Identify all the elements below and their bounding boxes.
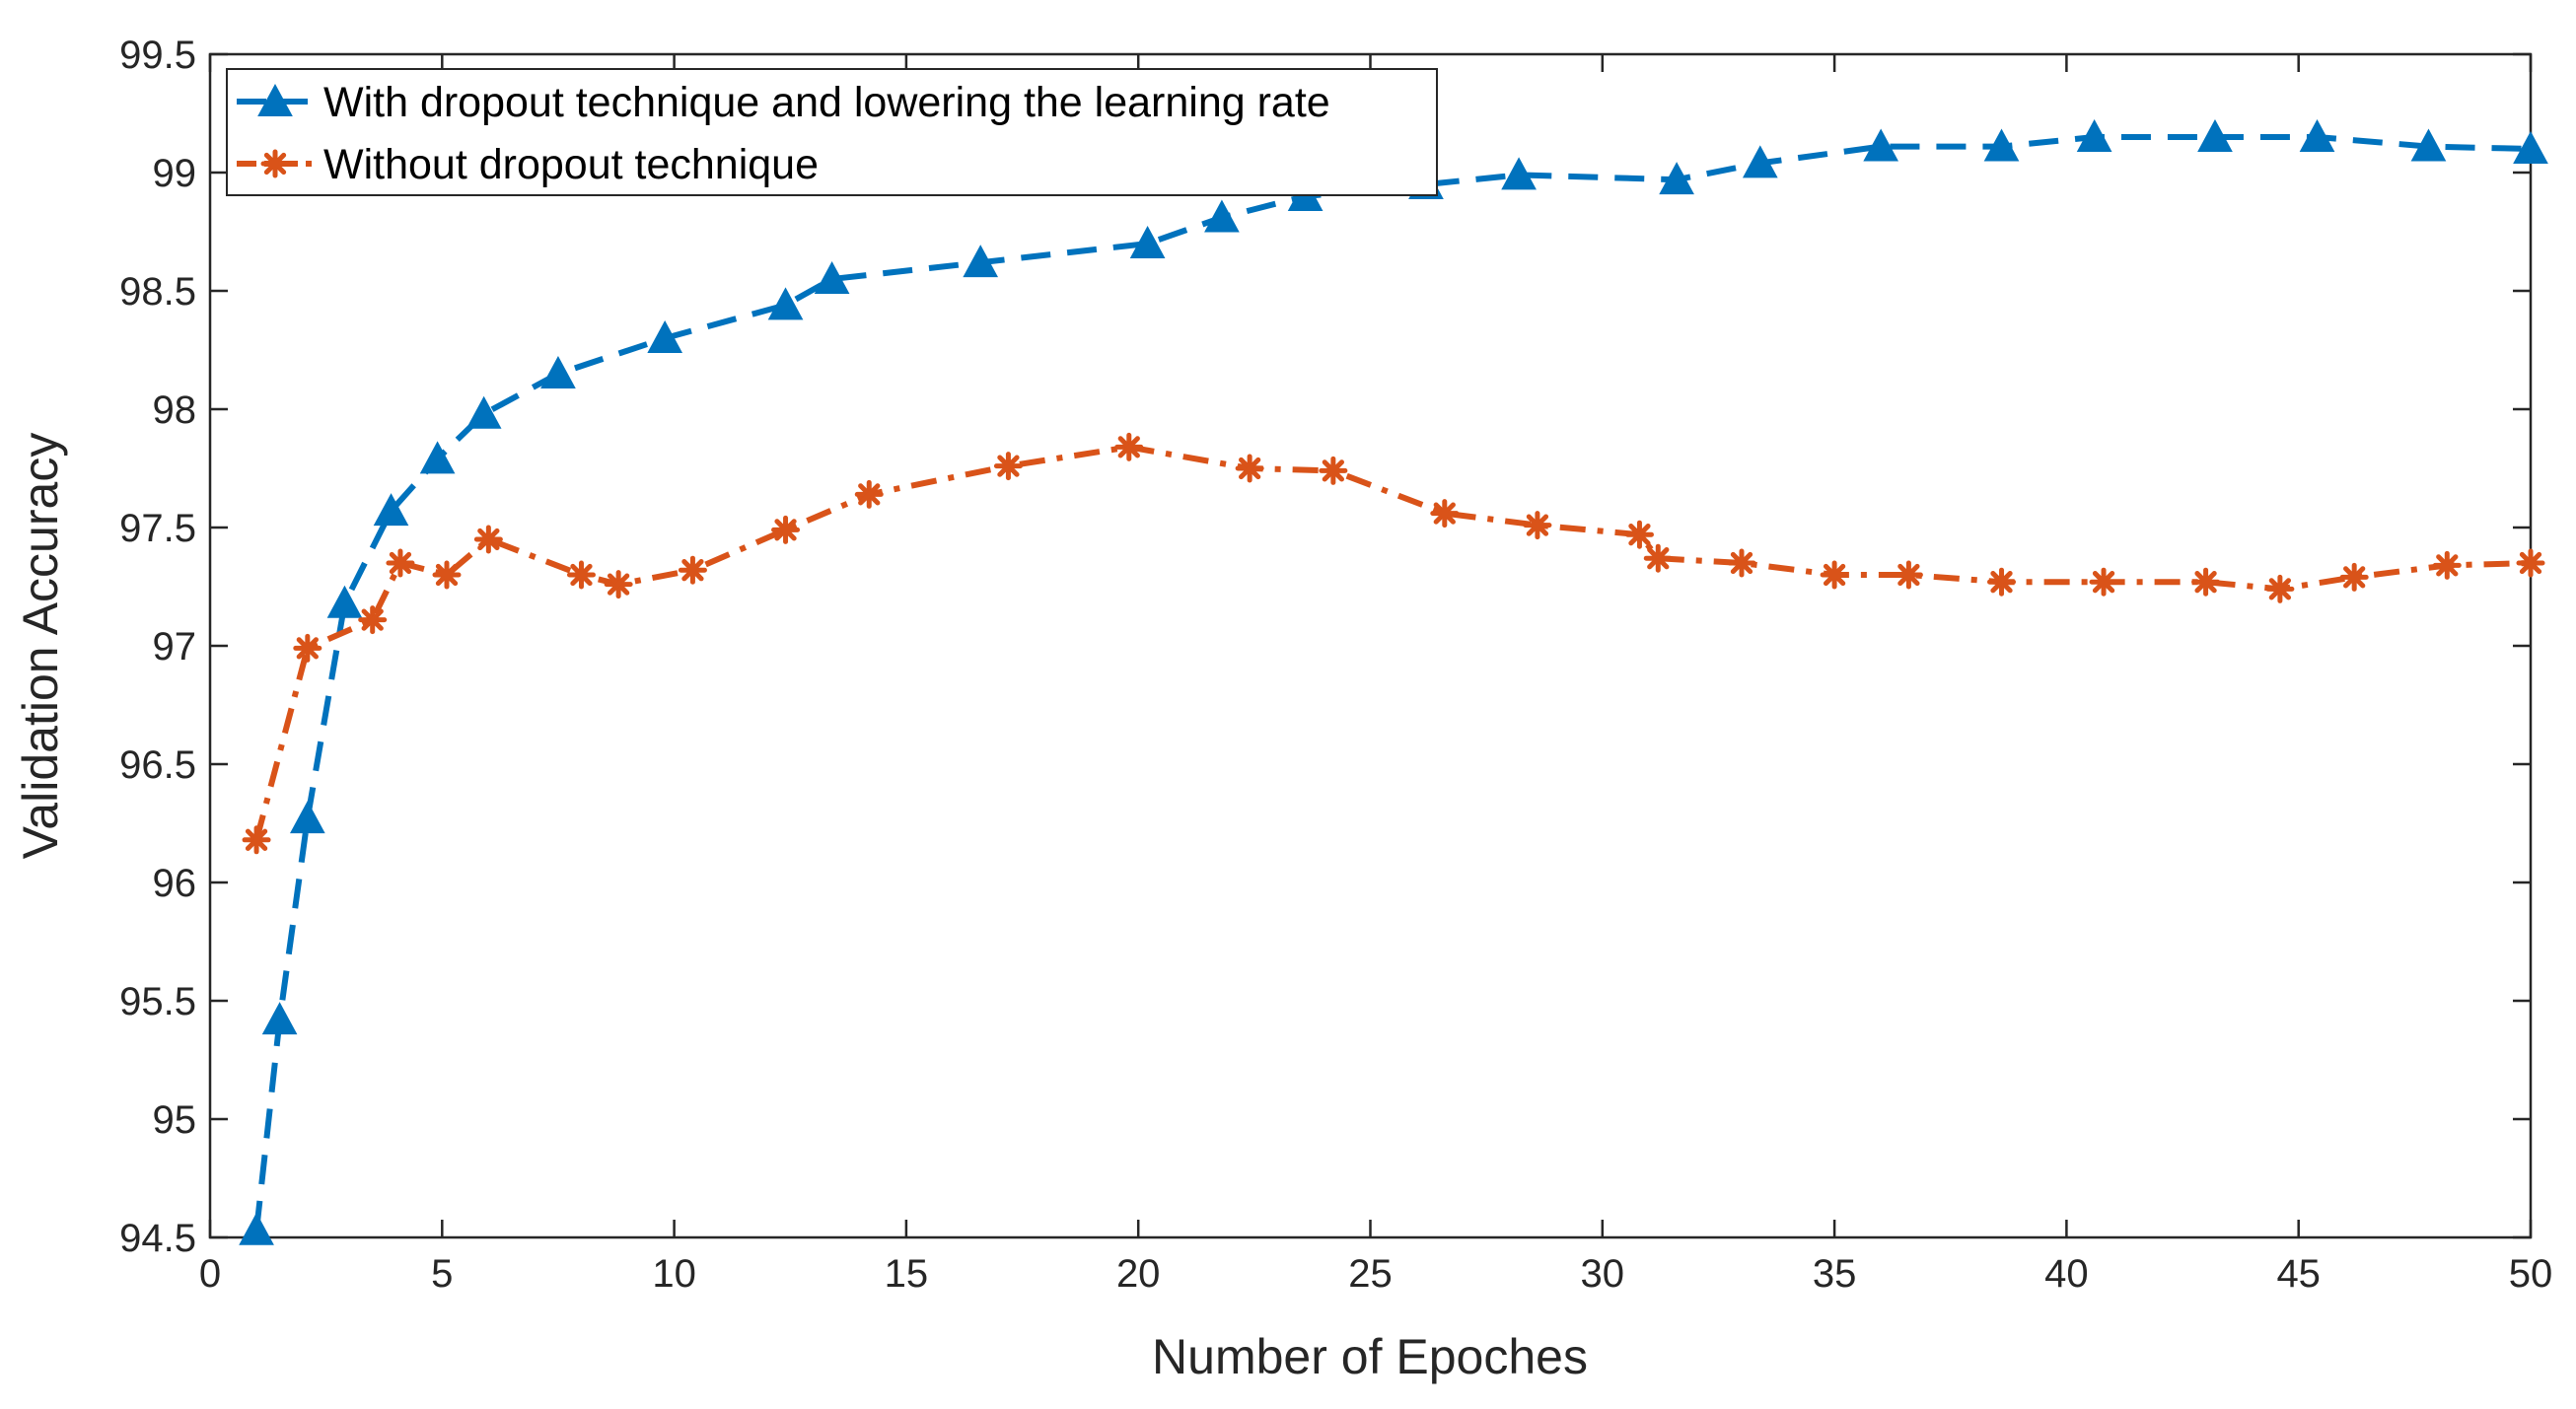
- y-tick-label: 96.5: [119, 743, 196, 787]
- data-point-marker: [1430, 499, 1460, 528]
- x-tick-label: 25: [1348, 1252, 1393, 1296]
- legend-marker-asterisk: [260, 149, 290, 178]
- x-tick-label: 0: [199, 1252, 221, 1296]
- data-point-marker: [1129, 225, 1166, 258]
- data-point-marker: [2516, 548, 2545, 578]
- series-1: [242, 432, 2545, 855]
- legend-entry-dropout: With dropout technique and lowering the …: [237, 79, 1330, 126]
- data-point-marker: [289, 801, 325, 834]
- data-point-marker: [242, 825, 271, 855]
- data-point-marker: [963, 245, 999, 278]
- legend: With dropout technique and lowering the …: [226, 68, 1438, 196]
- data-point-marker: [373, 493, 409, 527]
- data-point-marker: [1235, 454, 1264, 483]
- x-tick-label: 5: [431, 1252, 453, 1296]
- x-tick-label: 45: [2276, 1252, 2321, 1296]
- data-point-marker: [678, 555, 707, 585]
- data-point-marker: [1114, 432, 1144, 461]
- data-point-marker: [2089, 567, 2118, 597]
- legend-label-no-dropout: Without dropout technique: [323, 141, 819, 188]
- data-point-marker: [771, 515, 801, 544]
- y-tick-label: 95.5: [119, 980, 196, 1023]
- x-tick-label: 50: [2509, 1252, 2553, 1296]
- data-point-marker: [2410, 128, 2447, 162]
- data-point-marker: [1863, 128, 1898, 162]
- data-point-marker: [432, 560, 462, 590]
- y-tick-label: 99.5: [119, 34, 196, 77]
- data-point-marker: [1727, 548, 1756, 578]
- data-point-marker: [1204, 199, 1240, 233]
- data-point-marker: [386, 548, 415, 578]
- data-point-marker: [993, 452, 1023, 481]
- data-point-marker: [1983, 128, 2020, 162]
- data-point-marker: [540, 355, 576, 388]
- legend-marker-triangle: [257, 83, 293, 116]
- data-point-marker: [2191, 567, 2221, 597]
- data-point-marker: [2299, 118, 2335, 152]
- y-tick-label: 98.5: [119, 270, 196, 314]
- data-point-marker: [239, 1212, 274, 1245]
- data-point-marker: [473, 525, 503, 554]
- data-point-marker: [767, 287, 804, 320]
- data-point-marker: [465, 395, 502, 429]
- y-axis: 94.5 95 95.5 96 96.5 97 97.5 98 98.5 99 99.5: [119, 34, 2531, 1260]
- y-tick-label: 99: [153, 152, 197, 195]
- y-axis-title: Validation Accuracy: [13, 433, 68, 860]
- data-point-marker: [2265, 574, 2295, 603]
- y-tick-label: 97: [153, 625, 197, 669]
- data-point-marker: [1624, 520, 1654, 549]
- y-tick-label: 97.5: [119, 507, 196, 550]
- y-tick-label: 96: [153, 862, 197, 905]
- x-tick-label: 30: [1581, 1252, 1625, 1296]
- data-point-marker: [647, 319, 683, 353]
- legend-box: [226, 68, 1438, 196]
- data-point-marker: [261, 1002, 298, 1035]
- data-point-marker: [1820, 560, 1849, 590]
- data-point-marker: [604, 570, 633, 599]
- data-point-marker: [1742, 145, 1778, 178]
- x-tick-label: 20: [1116, 1252, 1161, 1296]
- x-axis-title: Number of Epoches: [1152, 1329, 1588, 1384]
- data-point-marker: [2076, 118, 2112, 152]
- data-point-marker: [1987, 567, 2017, 597]
- data-point-marker: [2513, 130, 2548, 164]
- y-tick-label: 94.5: [119, 1217, 196, 1260]
- y-tick-label: 95: [153, 1098, 197, 1142]
- data-point-marker: [1501, 157, 1537, 190]
- legend-triangle-icon: [257, 83, 293, 116]
- x-tick-label: 35: [1813, 1252, 1857, 1296]
- data-point-marker: [1319, 456, 1348, 485]
- x-tick-label: 15: [885, 1252, 929, 1296]
- data-point-marker: [2339, 562, 2369, 592]
- x-tick-label: 10: [652, 1252, 696, 1296]
- x-axis: 0 5 10 15 20 25 30 35 40 45 50: [199, 54, 2552, 1296]
- legend-entry-no-dropout: Without dropout technique: [237, 141, 819, 188]
- series-line-0: [253, 134, 2532, 1232]
- legend-asterisk-icon: [260, 149, 290, 178]
- data-point-marker: [2432, 550, 2462, 580]
- legend-label-dropout: With dropout technique and lowering the …: [323, 79, 1330, 126]
- data-point-marker: [326, 585, 363, 618]
- data-point-marker: [1659, 162, 1694, 195]
- data-point-marker: [1523, 511, 1552, 540]
- y-tick-label: 98: [153, 388, 197, 432]
- data-point-marker: [1894, 560, 1923, 590]
- data-point-marker: [293, 633, 322, 663]
- data-point-marker: [2197, 118, 2233, 152]
- data-point-marker: [566, 560, 596, 590]
- data-point-marker: [1643, 543, 1673, 573]
- data-point-marker: [358, 605, 388, 635]
- data-point-marker: [419, 441, 456, 474]
- plot-area-frame: [208, 52, 2533, 1239]
- data-point-marker: [854, 479, 884, 509]
- data-point-marker: [814, 260, 850, 294]
- x-tick-label: 40: [2044, 1252, 2089, 1296]
